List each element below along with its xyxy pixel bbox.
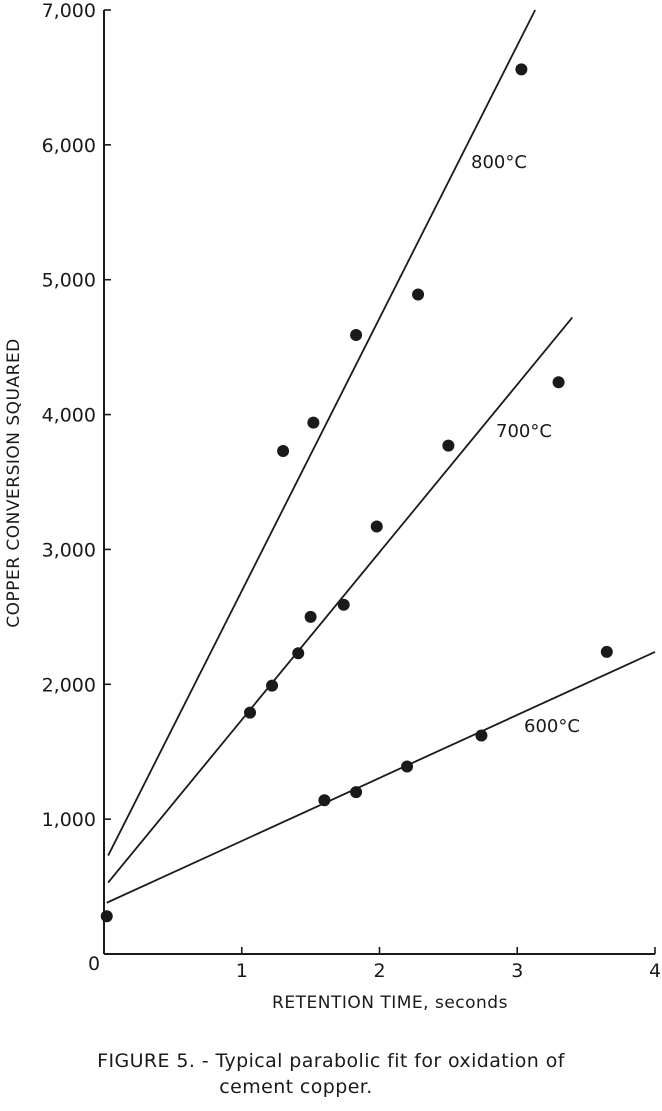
y-tick-label: 6,000 — [42, 135, 96, 157]
data-point — [307, 416, 320, 429]
data-point — [600, 645, 613, 658]
data-point — [552, 376, 565, 389]
data-point — [244, 706, 257, 719]
y-tick-label: 2,000 — [42, 674, 96, 696]
data-point — [515, 63, 528, 76]
data-points — [100, 63, 613, 923]
caption-line-1: FIGURE 5. - Typical parabolic fit for ox… — [97, 1050, 565, 1072]
y-tick-label: 4,000 — [42, 405, 96, 427]
data-point — [266, 679, 279, 692]
y-tick-label: 5,000 — [42, 270, 96, 292]
series-label: 800°C — [471, 152, 527, 173]
x-tick-label: 1 — [236, 960, 248, 982]
data-point — [412, 288, 425, 301]
y-tick-label: 1,000 — [42, 809, 96, 831]
series-label: 600°C — [524, 716, 580, 737]
data-point — [370, 520, 383, 533]
data-point — [100, 910, 113, 923]
tick-labels: 1,000 2,000 3,000 4,000 5,000 6,000 7,000 0 1 2 3 4 — [42, 0, 661, 982]
data-point — [442, 439, 455, 452]
fit-lines — [106, 9, 656, 904]
series-label: 700°C — [496, 421, 552, 442]
data-point — [337, 598, 350, 611]
x-tick-label: 4 — [649, 960, 661, 982]
data-point — [292, 647, 305, 660]
fit-line — [106, 651, 656, 904]
y-tick-label: 3,000 — [42, 539, 96, 561]
x-axis-title: RETENTION TIME, seconds — [272, 993, 508, 1013]
data-point — [304, 610, 317, 623]
x-tick-label: 2 — [373, 960, 385, 982]
y-axis-title: COPPER CONVERSION SQUARED — [4, 338, 24, 628]
data-point — [350, 786, 363, 799]
data-point — [277, 444, 290, 457]
series-labels: 800°C 700°C 600°C — [471, 152, 580, 737]
x-tick-label: 3 — [511, 960, 523, 982]
data-point — [350, 329, 363, 342]
figure-caption: FIGURE 5. - Typical parabolic fit for ox… — [0, 1048, 662, 1100]
data-point — [475, 729, 488, 742]
data-point — [401, 760, 414, 773]
origin-label: 0 — [88, 953, 100, 975]
fit-line — [107, 9, 536, 856]
data-point — [318, 794, 331, 807]
y-tick-label: 7,000 — [42, 0, 96, 22]
chart-axes — [103, 9, 656, 955]
caption-line-2: cement copper. — [219, 1076, 373, 1098]
